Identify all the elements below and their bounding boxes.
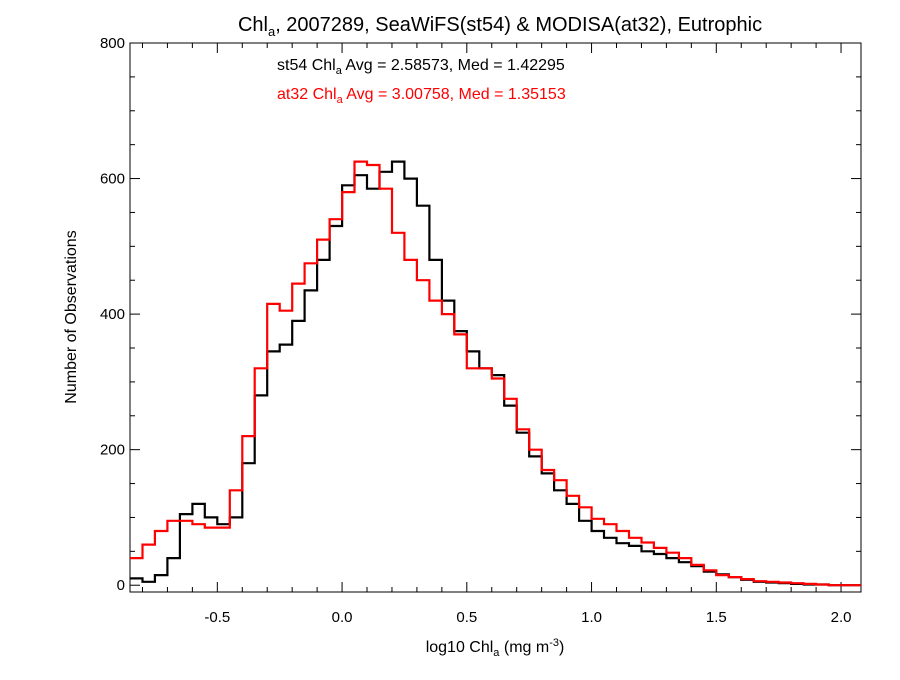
- x-axis-ticks: -0.5 0.0 0.5 1.0 1.5 2.0: [141, 43, 852, 626]
- y-tick-label: 200: [100, 442, 125, 459]
- histogram-series: [130, 160, 861, 587]
- y-axis-label: Number of Observations: [63, 230, 80, 403]
- series-at32-line: [130, 160, 861, 587]
- x-tick-label: 1.5: [706, 609, 727, 626]
- series-st54-line: [130, 160, 861, 587]
- at32-stats-label: at32 Chla Avg = 3.00758, Med = 1.35153: [277, 86, 566, 106]
- y-tick-label: 600: [100, 171, 125, 188]
- y-tick-label: 0: [117, 577, 125, 594]
- y-tick-label: 400: [100, 306, 125, 323]
- x-tick-label: 1.0: [581, 609, 602, 626]
- plot-frame: [129, 42, 862, 593]
- chart-title: Chla, 2007289, SeaWiFS(st54) & MODISA(at…: [238, 14, 762, 39]
- y-axis-ticks: 0 200 400 600 800: [100, 35, 861, 594]
- x-tick-label: 2.0: [831, 609, 852, 626]
- x-axis-label: log10 Chla (mg m-3): [426, 637, 565, 659]
- x-tick-label: 0.5: [456, 609, 477, 626]
- st54-stats-label: st54 Chla Avg = 2.58573, Med = 1.42295: [277, 57, 565, 77]
- y-tick-label: 800: [100, 35, 125, 52]
- x-tick-label: 0.0: [332, 609, 353, 626]
- x-tick-label: -0.5: [204, 609, 230, 626]
